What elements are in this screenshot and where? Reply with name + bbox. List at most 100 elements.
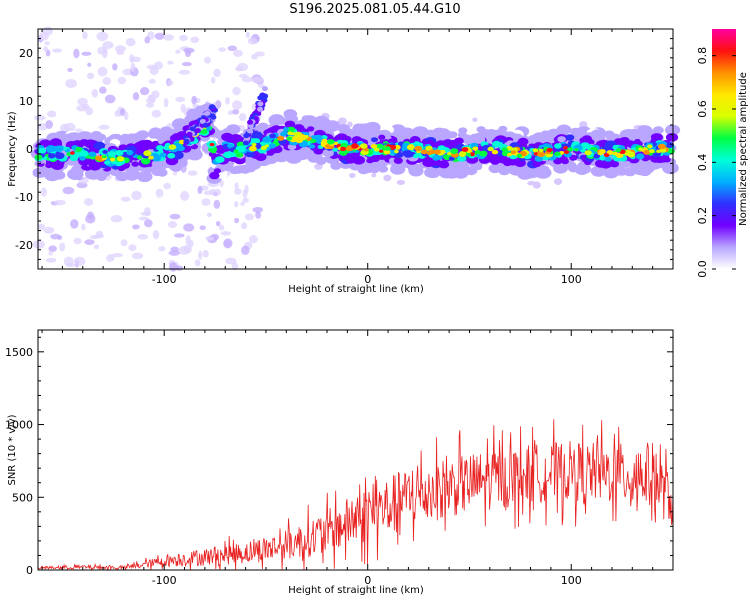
heatmap-noise-cell: [178, 246, 190, 255]
heatmap-noise-cell: [86, 72, 95, 80]
heatmap-y-axis-label: Frequency (Hz): [7, 111, 18, 187]
heatmap-noise-cell: [132, 92, 140, 101]
heatmap-noise-cell: [240, 201, 245, 206]
heatmap-cell: [51, 161, 64, 170]
heatmap-noise-cell: [76, 104, 88, 112]
heatmap-noise-cell: [137, 233, 149, 240]
heatmap-cell: [474, 149, 481, 155]
heatmap-noise-cell: [129, 54, 134, 63]
heatmap-noise-cell: [63, 256, 74, 267]
colorbar-tick-label: 0.4: [696, 154, 709, 172]
heatmap-noise-cell: [178, 69, 191, 75]
heatmap-noise-cell: [131, 190, 142, 201]
heatmap-frame: [37, 28, 674, 270]
heatmap-cell: [159, 126, 173, 136]
heatmap-cell: [262, 136, 272, 143]
heatmap-y-tick-label: 0: [26, 143, 33, 156]
heatmap-noise-cell: [396, 180, 406, 185]
heatmap-cell: [510, 150, 517, 155]
heatmap-noise-cell: [168, 250, 180, 256]
heatmap-noise-cell: [181, 62, 192, 67]
heatmap-noise-cell: [163, 34, 174, 41]
heatmap-cell: [310, 138, 317, 144]
heatmap-noise-cell: [149, 66, 159, 76]
heatmap-cell: [37, 147, 47, 155]
heatmap-cell: [45, 162, 53, 169]
heatmap-cell: [286, 136, 293, 141]
heatmap-noise-cell: [553, 178, 563, 185]
heatmap-cell: [143, 150, 152, 157]
heatmap-y-tick-label: 10: [19, 95, 33, 108]
heatmap-noise-cell: [250, 54, 258, 60]
heatmap-cell: [199, 118, 206, 124]
heatmap-noise-cell: [218, 224, 225, 231]
heatmap-cell: [136, 171, 153, 183]
heatmap-noise-cell: [45, 257, 57, 263]
heatmap-noise-cell: [81, 51, 92, 56]
colorbar-gradient: [712, 29, 736, 269]
heatmap-cell: [54, 152, 65, 160]
heatmap-cell: [174, 133, 185, 140]
heatmap-cell: [563, 150, 570, 155]
heatmap-noise-cell: [151, 109, 162, 118]
heatmap-noise-cell: [43, 226, 55, 234]
snr-x-tick-label: 100: [561, 574, 582, 587]
heatmap-cell: [592, 134, 601, 141]
heatmap-noise-cell: [215, 220, 221, 227]
heatmap-cell: [394, 144, 401, 150]
heatmap-noise-cell: [120, 239, 128, 247]
heatmap-noise-cell: [167, 60, 174, 65]
heatmap-cell: [554, 143, 562, 149]
heatmap-noise-cell: [532, 181, 541, 189]
heatmap-cell: [459, 151, 467, 157]
heatmap-noise-cell: [149, 94, 156, 103]
heatmap-cell: [332, 147, 339, 152]
heatmap-cell: [382, 154, 391, 161]
heatmap-cell: [561, 158, 569, 165]
heatmap-noise-cell: [102, 41, 114, 49]
heatmap-noise-cell: [106, 254, 115, 262]
heatmap-cell: [665, 133, 679, 142]
heatmap-cell: [246, 128, 253, 134]
heatmap-cell: [242, 140, 249, 146]
snr-y-axis-label: SNR (10 * v/v): [7, 414, 18, 485]
heatmap-cell: [662, 162, 679, 175]
heatmap-noise-cell: [59, 242, 66, 252]
heatmap-x-tick-label: 100: [561, 273, 582, 286]
heatmap-noise-cell: [117, 76, 127, 85]
heatmap-noise-cell: [128, 244, 137, 252]
heatmap-cell: [104, 160, 111, 165]
heatmap-cell: [635, 153, 645, 160]
snr-x-axis-label: Height of straight line (km): [288, 585, 424, 596]
heatmap-noise-cell: [210, 76, 216, 84]
heatmap-cell: [488, 163, 502, 174]
heatmap-cell: [363, 147, 369, 152]
heatmap-cell: [461, 147, 469, 152]
heatmap-cell: [487, 146, 494, 152]
heatmap-y-tick-label: -10: [15, 191, 33, 204]
heatmap-noise-cell: [131, 252, 144, 260]
heatmap-noise-cell: [255, 211, 262, 219]
snr-y-tick-label: 1000: [5, 419, 33, 432]
heatmap-cell: [428, 149, 436, 155]
heatmap-noise-cell: [87, 211, 94, 220]
heatmap-cell: [69, 155, 79, 162]
heatmap-y-tick-label: -20: [15, 239, 33, 252]
heatmap-cell: [392, 160, 405, 170]
heatmap-noise-cell: [234, 200, 239, 208]
heatmap-cell: [593, 153, 601, 159]
heatmap-noise-cell: [154, 32, 165, 40]
heatmap-cell: [359, 124, 376, 137]
colorbar-tick-label: 0.8: [696, 47, 709, 65]
heatmap-cell: [85, 167, 102, 180]
heatmap-cell: [615, 148, 622, 153]
heatmap-cell: [238, 164, 252, 174]
heatmap-cell: [557, 136, 566, 143]
snr-y-tick-label: 500: [12, 491, 33, 504]
colorbar: 0.0 0.2 0.4 0.6 0.8 Normalized spectral ampl…: [696, 29, 749, 278]
heatmap-noise-cell: [235, 66, 243, 72]
heatmap-cell: [47, 153, 56, 159]
heatmap-noise-cell: [241, 76, 254, 83]
heatmap-noise-cell: [206, 212, 212, 218]
heatmap-noise-cell: [232, 108, 240, 115]
